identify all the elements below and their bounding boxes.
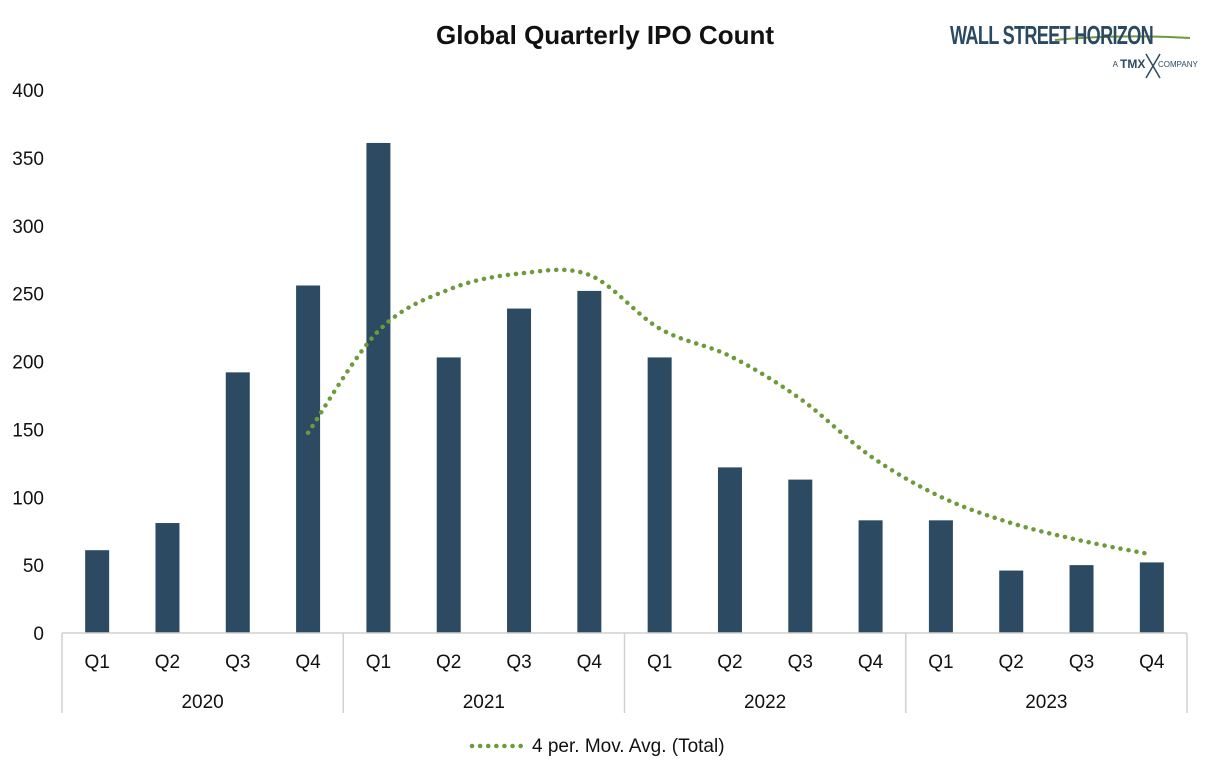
y-tick-label: 350: [12, 149, 44, 170]
wall-street-horizon-logo: WALL STREET HORIZON A TMX COMPANY: [950, 20, 1199, 79]
x-tick-label: Q1: [647, 652, 672, 673]
bar: [436, 357, 461, 633]
bar: [717, 467, 742, 633]
y-tick-label: 150: [12, 420, 44, 441]
logo-tagline-suffix: COMPANY: [1158, 60, 1199, 69]
x-tick-label: Q2: [155, 652, 180, 673]
y-tick-label: 50: [23, 556, 44, 577]
x-group-label: 2023: [1025, 692, 1067, 713]
bar: [928, 520, 953, 633]
bar: [155, 523, 180, 633]
x-tick-label: Q2: [999, 652, 1024, 673]
y-axis: 0 50 100 150 200 250 300 350 400: [12, 81, 44, 645]
x-tick-label: Q2: [436, 652, 461, 673]
x-tick-label: Q4: [295, 652, 321, 673]
moving-average-line: [305, 267, 1155, 557]
bar: [647, 357, 672, 633]
y-tick-label: 200: [12, 353, 44, 374]
x-tick-label: Q4: [858, 652, 884, 673]
legend: 4 per. Mov. Avg. (Total): [469, 736, 725, 757]
bar: [788, 479, 813, 633]
bar: [1069, 565, 1094, 633]
x-tick-label: Q1: [928, 652, 953, 673]
x-tick-label: Q4: [577, 652, 603, 673]
x-group-label: 2022: [744, 692, 786, 713]
bar: [366, 142, 391, 633]
x-tick-label: Q3: [225, 652, 250, 673]
y-tick-label: 400: [12, 81, 44, 102]
y-tick-label: 300: [12, 217, 44, 238]
x-group-label: 2021: [463, 692, 505, 713]
bar: [577, 290, 602, 633]
x-tick-label: Q3: [1069, 652, 1094, 673]
x-axis: Q1 Q2 Q3 Q4 Q1 Q2 Q3 Q4 Q1 Q2 Q3 Q4 Q1 Q2 Q3 Q4 2020 2021…: [61, 632, 1188, 713]
bar-series: [85, 142, 1164, 633]
logo-x-accent: [1145, 53, 1161, 79]
bar: [296, 285, 321, 633]
bar: [85, 550, 110, 633]
bar: [999, 570, 1024, 633]
x-tick-label: Q1: [84, 652, 109, 673]
legend-label: 4 per. Mov. Avg. (Total): [532, 736, 725, 757]
bar: [858, 520, 883, 633]
x-tick-label: Q4: [1139, 652, 1165, 673]
x-tick-label: Q2: [717, 652, 742, 673]
bar: [507, 308, 532, 633]
bar: [1139, 562, 1164, 633]
logo-tagline-prefix: A: [1113, 60, 1119, 69]
x-group-label: 2020: [181, 692, 223, 713]
x-tick-label: Q3: [506, 652, 531, 673]
y-tick-label: 0: [33, 624, 44, 645]
logo-tagline-brand: TMX: [1120, 57, 1145, 71]
chart-title: Global Quarterly IPO Count: [436, 20, 774, 50]
bar: [225, 372, 250, 633]
x-tick-label: Q1: [366, 652, 391, 673]
y-tick-label: 250: [12, 285, 44, 306]
logo-name: WALL STREET HORIZON: [950, 20, 1153, 50]
x-tick-label: Q3: [788, 652, 813, 673]
logo-swoosh: [1054, 35, 1191, 41]
y-tick-label: 100: [12, 488, 44, 509]
